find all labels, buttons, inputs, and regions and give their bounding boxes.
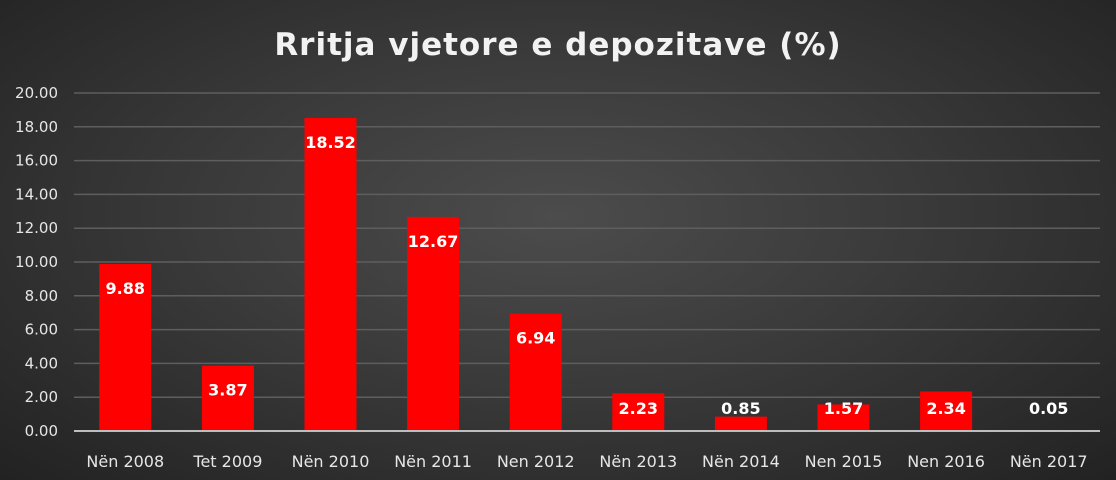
bars: 9.88 3.87 18.52 12.67 6.94 2.23 0.85 1.57 2.34 0.…: [99, 118, 1075, 432]
y-tick-label: 16.00: [15, 152, 58, 170]
x-tick-label: Nen 2012: [497, 452, 575, 471]
y-tick-label: 10.00: [15, 253, 58, 271]
x-tick-label: Nën 2008: [86, 452, 164, 471]
y-tick-label: 8.00: [25, 287, 58, 305]
y-tick-label: 6.00: [25, 321, 58, 339]
y-tick-label: 0.00: [25, 422, 58, 440]
bar: [201, 365, 254, 431]
y-axis: 0.00 2.00 4.00 6.00 8.00 10.00 12.00 14.00 16.00…: [15, 84, 58, 440]
x-tick-label: Nën 2013: [599, 452, 677, 471]
x-tick-label: Nën 2014: [702, 452, 780, 471]
y-tick-label: 4.00: [25, 354, 58, 372]
data-label: 0.85: [721, 399, 760, 418]
bar: [99, 264, 152, 431]
data-label: 9.88: [106, 279, 145, 298]
bar: [612, 393, 665, 431]
x-tick-label: Nen 2015: [805, 452, 883, 471]
chart-title: Rritja vjetore e depozitave (%): [274, 27, 841, 63]
data-label: 6.94: [516, 329, 555, 348]
gridlines: [74, 92, 1100, 398]
x-tick-label: Nën 2017: [1010, 452, 1088, 471]
bar: [714, 416, 767, 431]
x-tick-label: Tet 2009: [192, 452, 262, 471]
x-tick-label: Nën 2010: [292, 452, 370, 471]
bar: [920, 391, 973, 431]
y-tick-label: 20.00: [15, 84, 58, 102]
data-label: 0.05: [1029, 399, 1068, 418]
x-axis: Nën 2008 Tet 2009 Nën 2010 Nën 2011 Nen 2012…: [74, 430, 1100, 471]
data-label: 12.67: [408, 232, 459, 251]
data-label: 18.52: [305, 133, 356, 152]
data-label: 1.57: [824, 399, 863, 418]
y-tick-label: 12.00: [15, 219, 58, 237]
data-label: 3.87: [208, 381, 247, 400]
data-label: 2.23: [619, 399, 658, 418]
bar: [509, 313, 562, 431]
x-tick-label: Nën 2011: [394, 452, 472, 471]
data-label: 2.34: [926, 399, 965, 418]
y-tick-label: 14.00: [15, 185, 58, 203]
x-tick-label: Nen 2016: [907, 452, 985, 471]
bar: [304, 118, 357, 432]
bar: [817, 404, 870, 431]
y-tick-label: 2.00: [25, 388, 58, 406]
bar: [407, 216, 460, 431]
y-tick-label: 18.00: [15, 118, 58, 136]
